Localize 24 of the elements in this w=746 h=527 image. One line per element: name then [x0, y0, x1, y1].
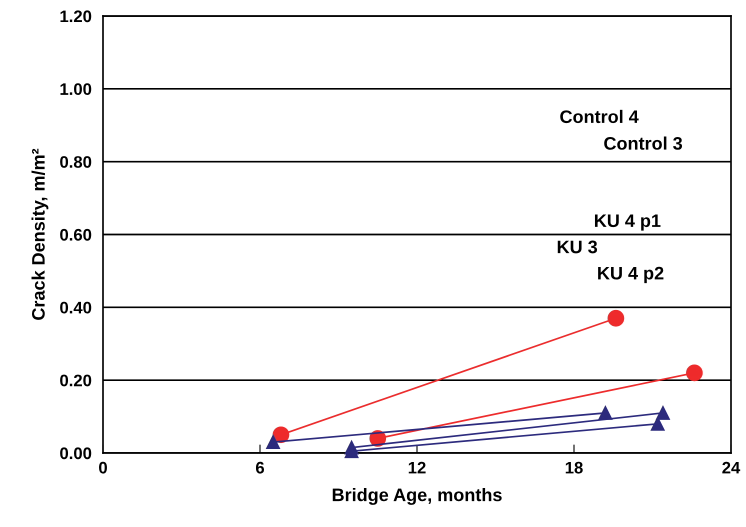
x-tick-label: 24 [722, 462, 740, 474]
x-tick-label: 12 [408, 462, 426, 474]
y-tick-label: 1.00 [60, 83, 92, 96]
x-axis-title: Bridge Age, months [332, 488, 502, 505]
annotation: Control 3 [604, 136, 682, 150]
x-tick-label: 18 [566, 462, 583, 474]
y-tick-label: 0.80 [60, 156, 92, 168]
point [266, 435, 280, 450]
y-tick-label: 1.20 [60, 10, 92, 22]
y-axis-title: Crack Density, m/m² [32, 148, 48, 320]
point [686, 364, 703, 382]
x-tick-label: 0 [99, 462, 107, 474]
annotation: KU 4 p1 [594, 214, 660, 231]
point [650, 416, 665, 431]
y-tick-label: 0.60 [60, 228, 92, 241]
annotation: KU 4 p2 [598, 266, 664, 284]
y-tick-label: 0.20 [60, 374, 92, 386]
y-tick-label: 0.00 [60, 447, 92, 460]
annotation: Control 4 [560, 110, 639, 124]
annotation: KU 3 [558, 240, 598, 254]
y-tick-label: 0.40 [60, 302, 92, 314]
point [608, 310, 624, 327]
point [656, 406, 670, 420]
x-tick-label: 6 [256, 462, 264, 474]
